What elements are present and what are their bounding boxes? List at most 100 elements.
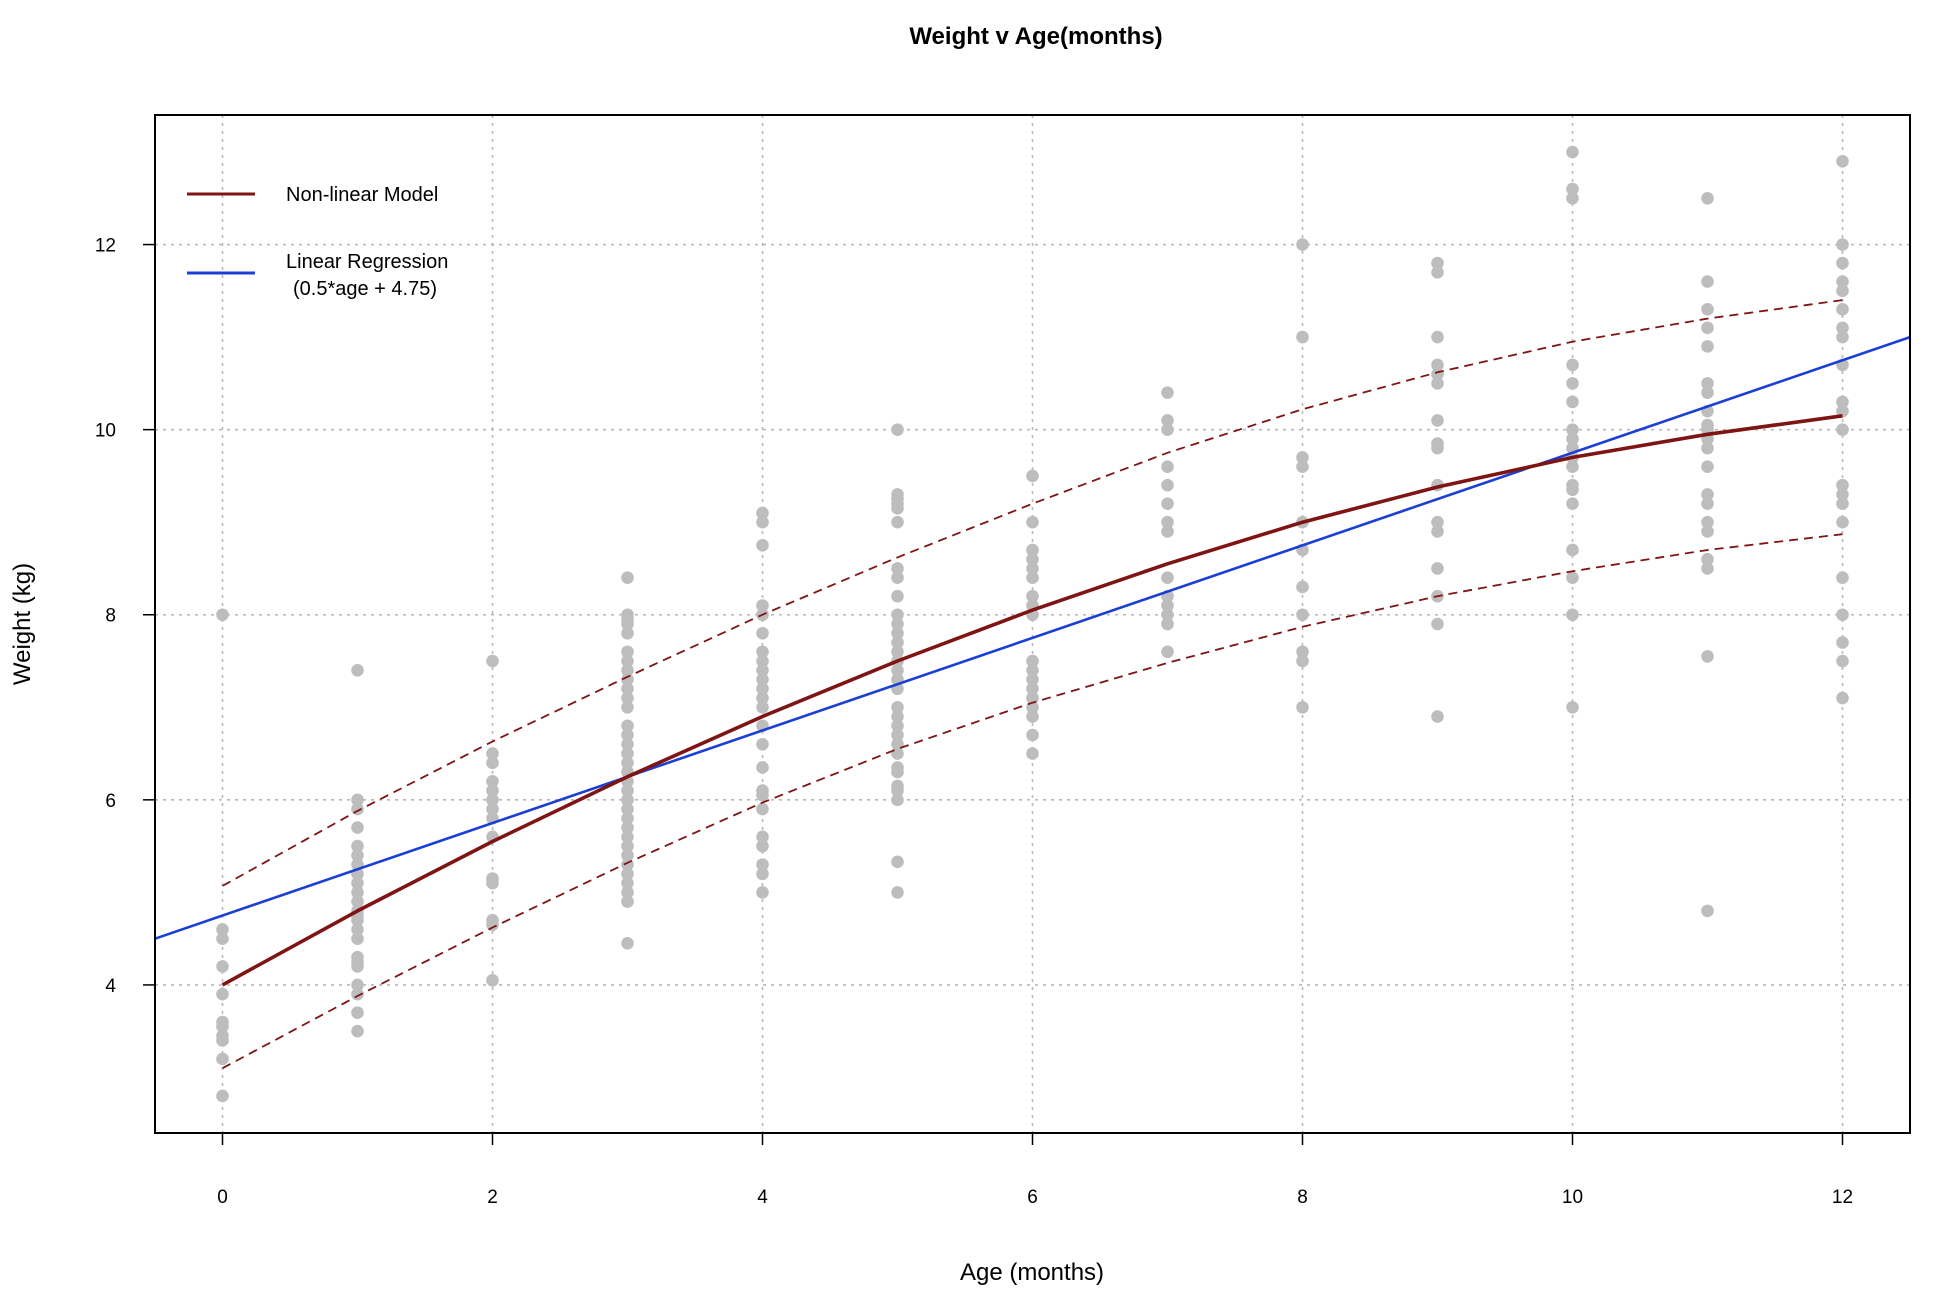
data-point: [351, 886, 364, 899]
data-point: [756, 691, 769, 705]
data-point: [1701, 441, 1714, 455]
data-point: [216, 1052, 229, 1066]
data-point: [1566, 700, 1579, 714]
data-point: [756, 682, 769, 696]
data-point: [1836, 478, 1849, 492]
x-tick-label: 6: [1027, 1187, 1038, 1208]
legend-sublabel-linear: (0.5*age + 4.75): [293, 278, 437, 300]
data-point: [1701, 562, 1714, 575]
data-point: [1566, 423, 1579, 436]
data-point: [1026, 543, 1039, 557]
data-point: [621, 756, 634, 770]
data-point: [1431, 377, 1444, 390]
data-point: [891, 515, 904, 529]
data-point: [756, 515, 769, 529]
data-point: [891, 700, 904, 714]
data-point: [1026, 673, 1039, 686]
data-point: [756, 788, 769, 802]
data-point: [486, 784, 499, 797]
data-point: [1296, 608, 1309, 622]
data-point: [1431, 266, 1444, 279]
data-point: [756, 761, 769, 774]
data-point: [1701, 303, 1714, 316]
data-point: [216, 932, 229, 945]
data-point: [1296, 580, 1309, 594]
data-point: [1701, 377, 1714, 390]
data-point: [621, 663, 634, 677]
data-point: [1296, 700, 1309, 714]
data-point: [891, 728, 904, 742]
data-point: [756, 700, 769, 714]
data-point: [1026, 710, 1039, 723]
data-point: [1836, 284, 1849, 298]
data-point: [1836, 321, 1849, 335]
data-point: [1836, 256, 1849, 270]
data-point: [1836, 395, 1849, 409]
data-point: [891, 645, 904, 659]
data-point: [1701, 321, 1714, 335]
data-point: [1026, 571, 1039, 585]
data-point: [621, 719, 634, 733]
data-point: [1161, 645, 1174, 659]
data-point: [216, 987, 229, 1001]
data-point: [1296, 330, 1309, 344]
data-point: [1026, 589, 1039, 603]
data-point: [756, 626, 769, 640]
data-point: [1836, 654, 1849, 668]
data-point: [1701, 904, 1714, 918]
data-point: [621, 936, 634, 950]
data-point: [351, 802, 364, 816]
data-point: [891, 663, 904, 677]
data-point: [1026, 654, 1039, 668]
data-point: [1836, 154, 1849, 168]
data-point: [756, 539, 769, 552]
data-point: [621, 839, 634, 853]
data-point: [621, 821, 634, 834]
data-point: [1836, 571, 1849, 585]
data-point: [891, 784, 904, 797]
data-point: [891, 793, 904, 807]
data-point: [216, 923, 229, 936]
data-point: [1026, 469, 1039, 483]
data-point: [891, 765, 904, 779]
data-point: [1161, 608, 1174, 622]
data-point: [1431, 358, 1444, 372]
data-point: [891, 589, 904, 603]
data-point: [621, 876, 634, 890]
data-point: [621, 747, 634, 760]
data-point: [1161, 525, 1174, 538]
data-point: [1566, 395, 1579, 409]
data-point: [351, 849, 364, 862]
data-point: [351, 876, 364, 890]
data-point: [1161, 478, 1174, 492]
data-point: [891, 710, 904, 723]
data-point: [1161, 617, 1174, 631]
data-point: [621, 617, 634, 631]
data-point: [621, 700, 634, 714]
data-point: [756, 839, 769, 853]
data-point: [891, 617, 904, 631]
data-point: [1431, 330, 1444, 344]
x-tick-label: 12: [1832, 1187, 1853, 1208]
data-point: [1566, 460, 1579, 473]
data-point: [351, 932, 364, 945]
data-point: [351, 821, 364, 834]
data-point: [1026, 552, 1039, 566]
data-point: [486, 654, 499, 668]
data-point: [1836, 515, 1849, 529]
y-axis-label: Weight (kg): [9, 563, 36, 685]
y-tick-label: 6: [105, 791, 116, 812]
data-point: [1026, 562, 1039, 575]
data-point: [1161, 571, 1174, 585]
data-point: [621, 830, 634, 844]
data-point: [1296, 645, 1309, 659]
data-point: [351, 987, 364, 1001]
data-point: [1431, 525, 1444, 538]
data-point: [1431, 562, 1444, 575]
data-point: [216, 1089, 229, 1103]
data-point: [891, 886, 904, 899]
data-point: [621, 784, 634, 797]
data-point: [1701, 460, 1714, 473]
data-point: [756, 830, 769, 844]
